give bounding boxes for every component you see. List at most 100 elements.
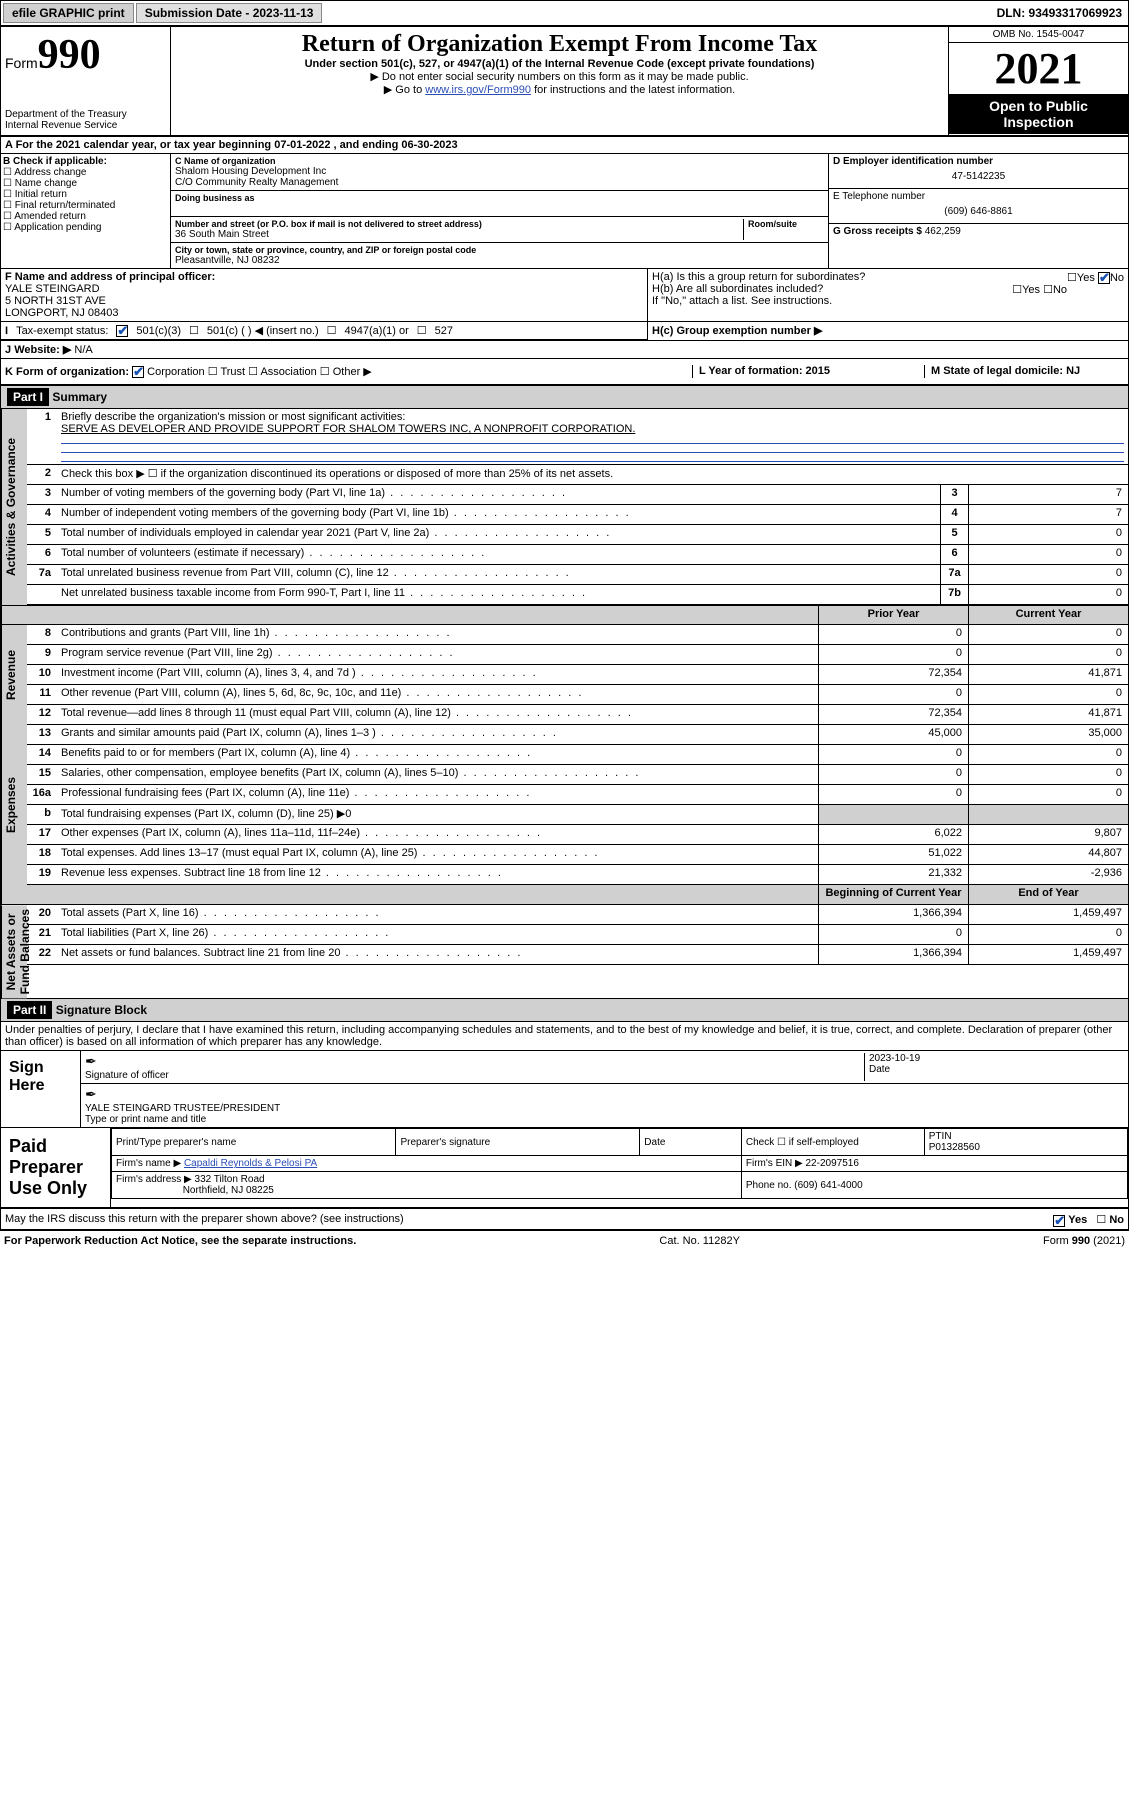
part-ii-badge: Part II bbox=[7, 1001, 52, 1019]
form-title: Return of Organization Exempt From Incom… bbox=[175, 31, 944, 58]
part-i-title: Summary bbox=[52, 390, 107, 404]
firm-addr-label: Firm's address ▶ bbox=[116, 1174, 192, 1185]
ein-label: D Employer identification number bbox=[833, 156, 993, 167]
cb-initial-return[interactable]: Initial return bbox=[15, 189, 67, 200]
form-frame: Form990 Department of the Treasury Inter… bbox=[0, 26, 1129, 1231]
row-k: K Form of organization: Corporation ☐ Tr… bbox=[1, 359, 1128, 386]
opt-association[interactable]: Association bbox=[260, 366, 316, 378]
hb-yes[interactable]: Yes bbox=[1022, 284, 1040, 296]
gov-line-7b: Net unrelated business taxable income fr… bbox=[27, 585, 1128, 605]
header-left: Form990 Department of the Treasury Inter… bbox=[1, 27, 171, 135]
sign-here-label: Sign Here bbox=[1, 1051, 81, 1127]
cb-corporation[interactable] bbox=[132, 366, 144, 378]
gross-receipts-value: 462,259 bbox=[925, 226, 961, 237]
line-22: 22 Net assets or fund balances. Subtract… bbox=[27, 945, 1128, 965]
sign-here-block: Sign Here ✒Signature of officer 2023-10-… bbox=[1, 1050, 1128, 1128]
part-i-header: Part I Summary bbox=[1, 386, 1128, 409]
row-i-wrap: ITax-exempt status: 501(c)(3) ☐ 501(c) (… bbox=[1, 322, 1128, 341]
efile-topbar: efile GRAPHIC print Submission Date - 20… bbox=[0, 0, 1129, 26]
opt-4947[interactable]: 4947(a)(1) or bbox=[345, 325, 409, 337]
firm-phone-label: Phone no. bbox=[746, 1180, 792, 1191]
line-b: b Total fundraising expenses (Part IX, c… bbox=[27, 805, 1128, 825]
firm-ein: 22-2097516 bbox=[806, 1158, 859, 1169]
cb-address-change[interactable]: Address change bbox=[14, 167, 86, 178]
hb-no[interactable]: No bbox=[1053, 284, 1067, 296]
line-16a: 16a Professional fundraising fees (Part … bbox=[27, 785, 1128, 805]
line-17: 17 Other expenses (Part IX, column (A), … bbox=[27, 825, 1128, 845]
gross-receipts-label: G Gross receipts $ bbox=[833, 226, 922, 237]
cb-final-return[interactable]: Final return/terminated bbox=[15, 200, 116, 211]
line-20: 20 Total assets (Part X, line 16) 1,366,… bbox=[27, 905, 1128, 925]
officer-label: F Name and address of principal officer: bbox=[5, 271, 215, 283]
ha-no: No bbox=[1110, 272, 1124, 284]
firm-ein-label: Firm's EIN ▶ bbox=[746, 1158, 803, 1169]
line-18: 18 Total expenses. Add lines 13–17 (must… bbox=[27, 845, 1128, 865]
opt-trust[interactable]: Trust bbox=[220, 366, 245, 378]
q1: Briefly describe the organization's miss… bbox=[57, 409, 1128, 464]
line-13: 13 Grants and similar amounts paid (Part… bbox=[27, 725, 1128, 745]
opt-other[interactable]: Other ▶ bbox=[333, 366, 372, 378]
ha-no-checkbox[interactable] bbox=[1098, 272, 1110, 284]
firm-phone: (609) 641-4000 bbox=[794, 1180, 862, 1191]
city-state-zip: Pleasantville, NJ 08232 bbox=[175, 255, 824, 266]
ha-yes[interactable]: Yes bbox=[1077, 272, 1095, 284]
h-c-label: H(c) Group exemption number ▶ bbox=[652, 325, 822, 337]
q2-text: Check this box ▶ ☐ if the organization d… bbox=[57, 465, 1128, 484]
ty-begin: 07-01-2022 bbox=[274, 139, 330, 151]
hdr-boy: Beginning of Current Year bbox=[818, 885, 968, 904]
officer-name-title: YALE STEINGARD TRUSTEE/PRESIDENT bbox=[85, 1103, 280, 1114]
page-footer: For Paperwork Reduction Act Notice, see … bbox=[0, 1231, 1129, 1251]
website-value: N/A bbox=[74, 344, 92, 356]
efile-graphic-btn[interactable]: efile GRAPHIC print bbox=[3, 3, 134, 23]
vlabel-expenses: Expenses bbox=[1, 725, 27, 885]
cat-no: Cat. No. 11282Y bbox=[659, 1235, 740, 1247]
pp-self-emp[interactable]: Check ☐ if self-employed bbox=[741, 1129, 924, 1156]
paid-preparer-label: Paid Preparer Use Only bbox=[1, 1128, 111, 1207]
hdr-current-year: Current Year bbox=[968, 606, 1128, 624]
line-12: 12 Total revenue—add lines 8 through 11 … bbox=[27, 705, 1128, 725]
cb-501c3[interactable] bbox=[116, 325, 128, 337]
firm-name-link[interactable]: Capaldi Reynolds & Pelosi PA bbox=[184, 1158, 317, 1169]
omb-number: OMB No. 1545-0047 bbox=[949, 27, 1128, 43]
part-ii-title: Signature Block bbox=[56, 1003, 147, 1017]
fh-row-1: F Name and address of principal officer:… bbox=[1, 269, 1128, 322]
box-h: H(a) Is this a group return for subordin… bbox=[648, 269, 1128, 321]
cb-name-change[interactable]: Name change bbox=[15, 178, 77, 189]
goto-pre: ▶ Go to bbox=[384, 84, 425, 96]
city-label: City or town, state or province, country… bbox=[175, 245, 824, 255]
hdr-prior-year: Prior Year bbox=[818, 606, 968, 624]
bcd-row: B Check if applicable: ☐ Address change … bbox=[1, 154, 1128, 269]
irs-link[interactable]: www.irs.gov/Form990 bbox=[425, 84, 531, 96]
dln-label: DLN: 93493317069923 bbox=[997, 6, 1126, 20]
h-c: H(c) Group exemption number ▶ bbox=[648, 322, 1128, 340]
header-right: OMB No. 1545-0047 2021 Open to Public In… bbox=[948, 27, 1128, 135]
ptin-value: P01328560 bbox=[929, 1142, 980, 1153]
gov-line-4: 4 Number of independent voting members o… bbox=[27, 505, 1128, 525]
cb-application-pending[interactable]: Application pending bbox=[14, 222, 101, 233]
cb-amended-return[interactable]: Amended return bbox=[14, 211, 86, 222]
perjury-declaration: Under penalties of perjury, I declare th… bbox=[1, 1022, 1128, 1050]
box-b: B Check if applicable: ☐ Address change … bbox=[1, 154, 171, 268]
gov-line-7a: 7a Total unrelated business revenue from… bbox=[27, 565, 1128, 585]
h-a-label: H(a) Is this a group return for subordin… bbox=[652, 271, 865, 283]
line-9: 9 Program service revenue (Part VIII, li… bbox=[27, 645, 1128, 665]
pp-date-hdr: Date bbox=[640, 1129, 742, 1156]
phone-label: E Telephone number bbox=[833, 191, 1124, 202]
gov-line-6: 6 Total number of volunteers (estimate i… bbox=[27, 545, 1128, 565]
may-no[interactable]: No bbox=[1109, 1214, 1124, 1226]
row-j: J Website: ▶ N/A bbox=[1, 341, 1128, 359]
box-deg: D Employer identification number 47-5142… bbox=[828, 154, 1128, 268]
box-c: C Name of organization Shalom Housing De… bbox=[171, 154, 828, 268]
mission-text: SERVE AS DEVELOPER AND PROVIDE SUPPORT F… bbox=[61, 423, 635, 435]
ssn-note: ▶ Do not enter social security numbers o… bbox=[175, 70, 944, 83]
opt-501c[interactable]: 501(c) ( ) ◀ (insert no.) bbox=[207, 324, 319, 337]
form-header: Form990 Department of the Treasury Inter… bbox=[1, 27, 1128, 137]
header-mid: Return of Organization Exempt From Incom… bbox=[171, 27, 948, 135]
firm-addr-1: 332 Tilton Road bbox=[195, 1174, 265, 1185]
may-yes-checkbox[interactable] bbox=[1053, 1215, 1065, 1227]
officer-addr2: LONGPORT, NJ 08403 bbox=[5, 307, 119, 319]
gov-line-5: 5 Total number of individuals employed i… bbox=[27, 525, 1128, 545]
opt-corporation: Corporation bbox=[147, 366, 204, 378]
form-number: 990 bbox=[38, 32, 101, 78]
opt-527[interactable]: 527 bbox=[435, 325, 453, 337]
